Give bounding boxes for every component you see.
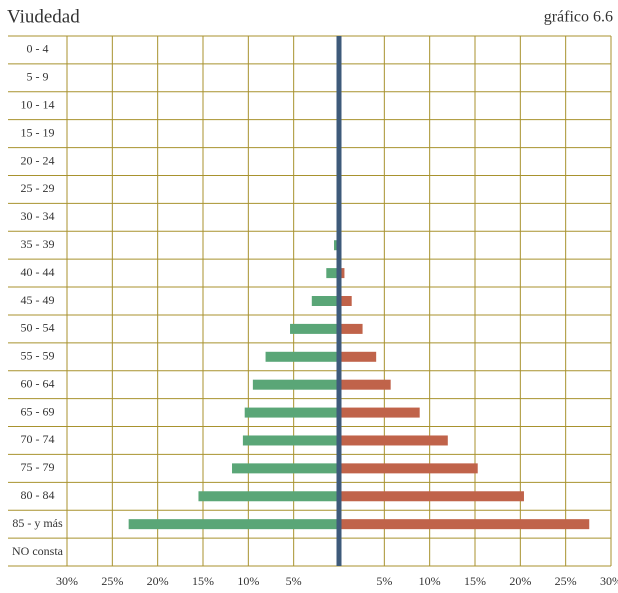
y-tick-label: 65 - 69 [21,404,55,418]
bar [232,463,339,474]
bar [339,351,377,362]
y-tick-label: 85 - y más [12,516,63,530]
y-tick-label: 5 - 9 [27,70,49,84]
bar [339,379,391,390]
x-tick-label: 30% [600,574,618,588]
x-tick-label: 25% [555,574,577,588]
bar [311,296,339,306]
bar [198,491,339,502]
bar [265,351,339,362]
x-tick-label: 25% [101,574,123,588]
bar [339,491,524,502]
bar [339,296,352,306]
y-tick-label: 75 - 79 [21,460,55,474]
bar [326,268,339,279]
bar [339,519,590,530]
x-tick-label: 20% [509,574,531,588]
y-tick-label: 30 - 34 [21,209,55,223]
y-tick-label: 50 - 54 [21,321,55,335]
x-tick-label: 30% [56,574,78,588]
y-tick-label: 10 - 14 [21,97,55,111]
y-tick-label: 45 - 49 [21,293,55,307]
x-tick-label: 10% [237,574,259,588]
bar [242,435,339,446]
y-tick-label: 40 - 44 [21,265,55,279]
bar [252,379,339,390]
bar [290,323,339,334]
y-tick-label: 20 - 24 [21,153,55,167]
bar [339,435,448,446]
bar [339,463,478,474]
x-tick-label: 15% [464,574,486,588]
bar [128,519,339,530]
bar [339,323,363,334]
y-tick-label: 70 - 74 [21,432,55,446]
y-tick-label: 25 - 29 [21,181,55,195]
y-tick-label: 15 - 19 [21,125,55,139]
y-tick-label: NO consta [12,544,64,558]
y-tick-label: 0 - 4 [27,42,49,56]
bar [339,407,420,418]
y-tick-label: 55 - 59 [21,349,55,363]
chart-subtitle: gráfico 6.6 [544,9,613,26]
x-tick-label: 5% [286,574,302,588]
x-tick-label: 15% [192,574,214,588]
y-tick-label: 60 - 64 [21,376,55,390]
chart-title: Viudedad [7,6,80,27]
x-tick-label: 10% [419,574,441,588]
x-tick-label: 20% [147,574,169,588]
bar [339,268,345,279]
y-tick-label: 35 - 39 [21,237,55,251]
y-tick-label: 80 - 84 [21,488,55,502]
bar [244,407,339,418]
x-tick-label: 5% [376,574,392,588]
